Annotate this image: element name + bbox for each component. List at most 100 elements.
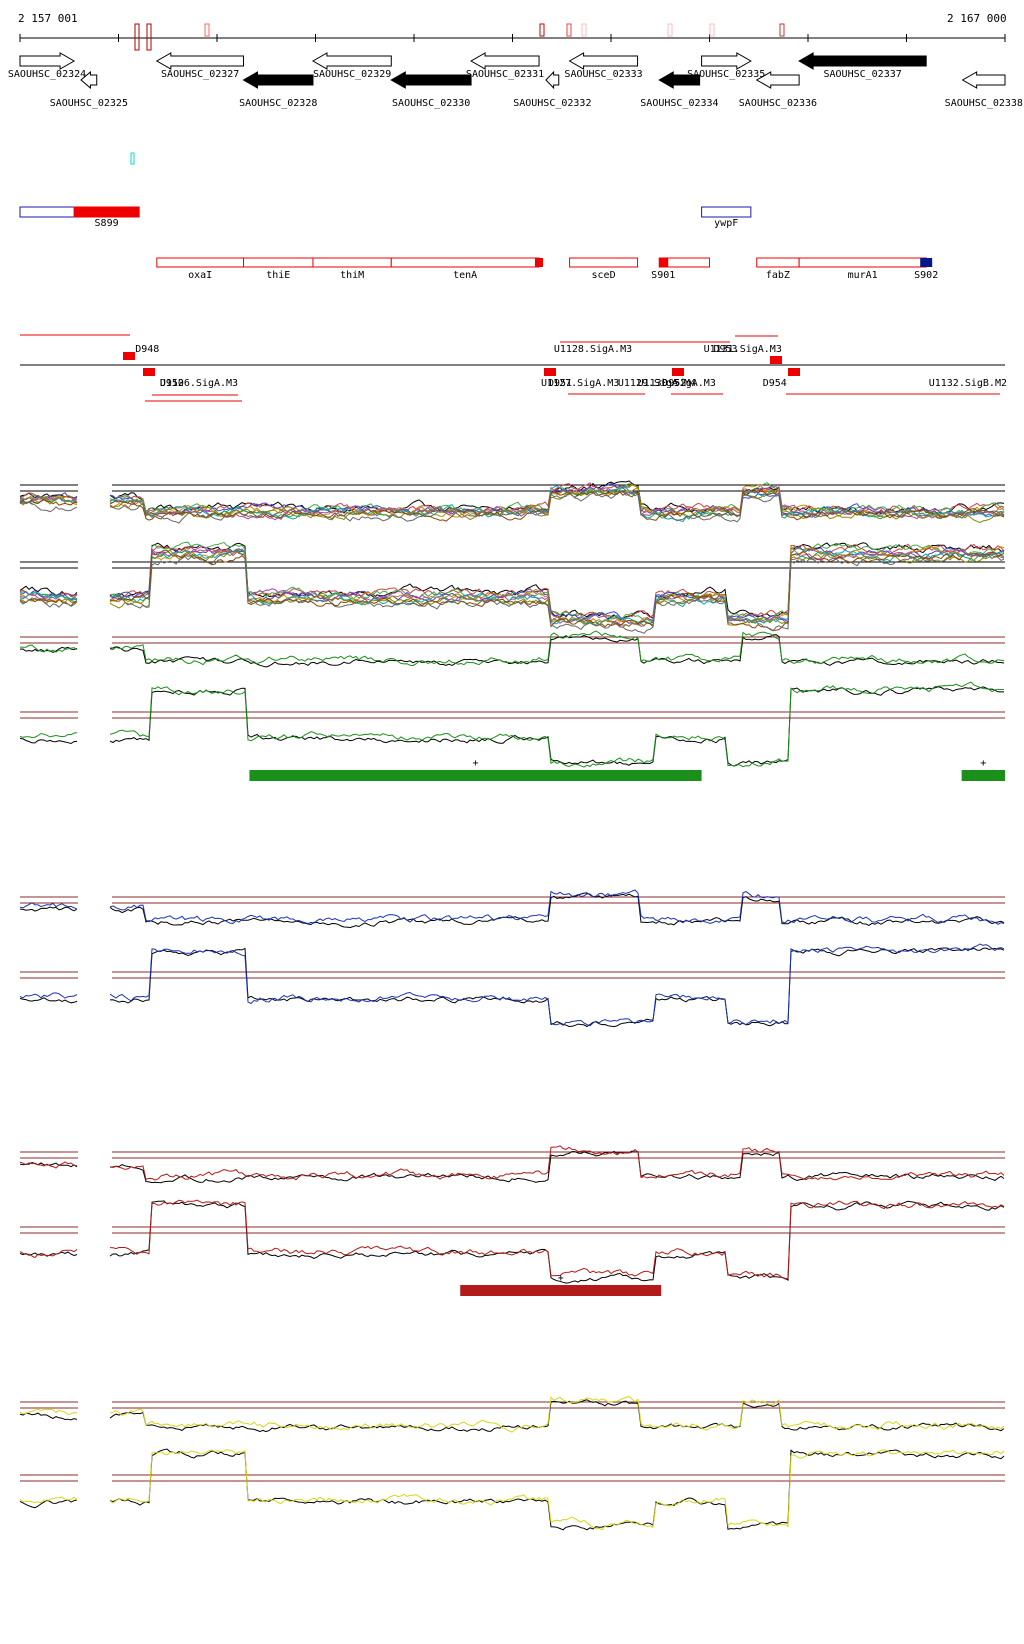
ruler-marker [779, 23, 785, 37]
expression-segment [460, 1285, 662, 1296]
gene-arrow [311, 52, 392, 70]
signal-trace [19, 549, 1005, 625]
gene-label: SAOUHSC_02328 [239, 98, 317, 109]
gene-label: SAOUHSC_02337 [824, 69, 902, 80]
tu-block [770, 356, 782, 364]
tu-label: U1128.SigA.M3 [554, 344, 632, 355]
signal-trace [19, 1145, 1005, 1181]
gene-label: SAOUHSC_02327 [161, 69, 239, 80]
signal-trace [19, 550, 1005, 634]
ruler-end-label: 2 167 000 [947, 12, 1007, 25]
gene-arrow [545, 70, 560, 90]
gene-label: SAOUHSC_02336 [739, 98, 817, 109]
operon-box [569, 257, 639, 268]
operon-fill [535, 258, 543, 267]
gene-label: SAOUHSC_02338 [945, 98, 1023, 109]
signal-trace [19, 630, 1005, 667]
signal-trace [19, 892, 1005, 929]
gene-arrow [19, 52, 76, 70]
operon-label: murA1 [848, 270, 878, 281]
operon-label: S901 [651, 270, 675, 281]
cyan-marker [130, 152, 135, 165]
signal-trace [19, 889, 1005, 925]
tu-block [544, 368, 556, 376]
signal-trace [19, 1395, 1005, 1433]
tu-label: U1131.SigA.M3 [704, 344, 782, 355]
gene-arrow [961, 71, 1006, 89]
gene-label: SAOUHSC_02330 [392, 98, 470, 109]
gene-label: SAOUHSC_02333 [564, 69, 642, 80]
operon-box [390, 257, 540, 268]
operon-label: tenA [453, 270, 477, 281]
operon-box [756, 257, 800, 268]
expression-segment [961, 770, 1005, 781]
signal-trace [19, 1449, 1005, 1531]
gene-arrow [390, 71, 472, 89]
operon-label: thiM [340, 270, 364, 281]
gene-arrow [755, 71, 800, 89]
operon-box [156, 257, 245, 268]
gene-label: SAOUHSC_02324 [8, 69, 86, 80]
gene-arrow [658, 71, 701, 89]
operon-label: oxaI [188, 270, 212, 281]
signal-trace [19, 488, 1005, 522]
gene-label: SAOUHSC_02331 [466, 69, 544, 80]
operon-label: fabZ [766, 270, 790, 281]
signal-trace [19, 681, 1005, 768]
gene-label: SAOUHSC_02325 [50, 98, 128, 109]
operon-label: thiE [266, 270, 290, 281]
ruler-marker [146, 23, 152, 51]
tu-label: D951 [548, 378, 572, 389]
signal-trace [19, 1448, 1005, 1531]
ruler-marker [667, 23, 673, 37]
ncrna-label: S899 [95, 218, 119, 229]
tu-block [672, 368, 684, 376]
ruler-marker [204, 23, 210, 37]
tu-label: U1126.SigA.M3 [160, 378, 238, 389]
signal-trace [19, 943, 1005, 1027]
ruler-marker [539, 23, 545, 37]
operon-fill [920, 258, 933, 267]
operon-box [243, 257, 314, 268]
signal-trace [19, 634, 1005, 668]
signal-trace [19, 1399, 1005, 1433]
signal-trace [19, 947, 1005, 1028]
operon-label: S902 [914, 270, 938, 281]
gene-label: SAOUHSC_02335 [687, 69, 765, 80]
gene-label: SAOUHSC_02334 [640, 98, 718, 109]
gene-arrow [470, 52, 540, 70]
tu-label: U1130.SigA.M3 [638, 378, 716, 389]
segment-mark: + [472, 758, 478, 769]
ruler-marker [581, 23, 587, 37]
ruler-marker [566, 23, 572, 37]
operon-box [312, 257, 392, 268]
gene-arrow [798, 52, 927, 70]
segment-mark: + [980, 758, 986, 769]
gene-arrow [155, 52, 245, 70]
expression-segment [249, 770, 702, 781]
gene-arrow [568, 52, 639, 70]
tu-label: D954 [763, 378, 787, 389]
tu-block [143, 368, 155, 376]
operon-label: sceD [592, 270, 616, 281]
segment-mark: + [558, 1273, 564, 1284]
tu-block [788, 368, 800, 376]
gene-label: SAOUHSC_02329 [313, 69, 391, 80]
ruler-start-label: 2 157 001 [18, 12, 78, 25]
tu-block [123, 352, 135, 360]
ncrna-box [701, 206, 752, 218]
tu-label: D952 [662, 378, 686, 389]
tu-label: D948 [135, 344, 159, 355]
tu-label: U1132.SigB.M2 [929, 378, 1007, 389]
signal-trace [19, 490, 1005, 524]
tu-label: U1127.SigA.M3 [541, 378, 619, 389]
gene-arrow [701, 52, 752, 70]
operon-fill [659, 258, 669, 267]
signal-trace [19, 1199, 1005, 1280]
signal-trace [19, 686, 1004, 767]
gene-label: SAOUHSC_02332 [513, 98, 591, 109]
tu-label: D950 [160, 378, 184, 389]
tu-label: U1129.SigA.M4 [618, 378, 696, 389]
ruler-marker [134, 23, 140, 51]
